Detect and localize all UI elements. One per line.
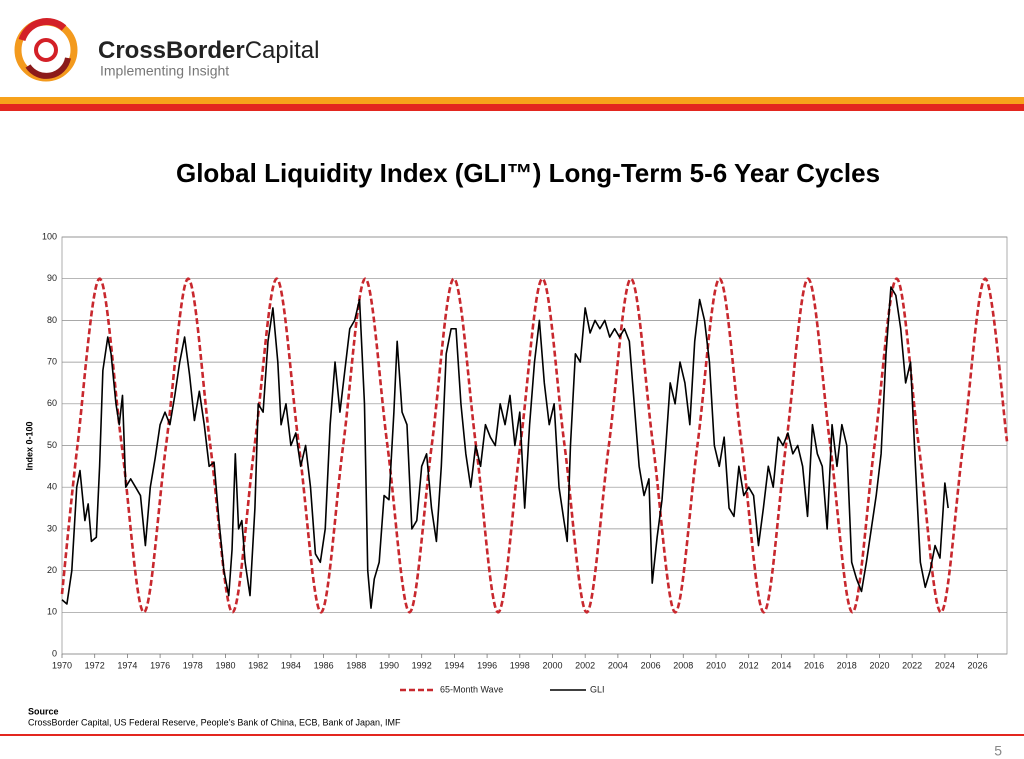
x-tick-label: 1998: [510, 660, 530, 670]
x-tick-label: 1996: [477, 660, 497, 670]
legend: 65-Month Wave GLI: [400, 684, 605, 694]
x-tick-label: 2014: [771, 660, 791, 670]
x-tick-label: 1988: [346, 660, 366, 670]
brand: CrossBorderCapital: [98, 37, 319, 64]
x-tick-label: 2020: [869, 660, 889, 670]
x-tick-label: 1970: [52, 660, 72, 670]
y-tick-label: 80: [47, 315, 57, 325]
x-tick-label: 2018: [837, 660, 857, 670]
x-tick-label: 1990: [379, 660, 399, 670]
x-tick-label: 1976: [150, 660, 170, 670]
y-axis-label: Index 0-100: [24, 421, 34, 470]
x-tick-label: 2012: [739, 660, 759, 670]
x-tick-label: 2010: [706, 660, 726, 670]
y-tick-label: 10: [47, 607, 57, 617]
x-tick-label: 2026: [968, 660, 988, 670]
x-tick-label: 2016: [804, 660, 824, 670]
series-line: [60, 277, 1009, 614]
x-tick-label: 1992: [412, 660, 432, 670]
x-tick-label: 1974: [117, 660, 137, 670]
y-tick-label: 0: [52, 648, 57, 658]
x-tick-label: 1994: [444, 660, 464, 670]
x-tick-label: 2004: [608, 660, 628, 670]
y-tick-label: 70: [47, 356, 57, 366]
legend-label: GLI: [590, 684, 605, 694]
y-tick-label: 50: [47, 440, 57, 450]
x-tick-label: 2000: [542, 660, 562, 670]
y-tick-label: 40: [47, 482, 57, 492]
x-tick-label: 2024: [935, 660, 955, 670]
source-heading: Source: [28, 706, 59, 716]
x-tick-label: 2008: [673, 660, 693, 670]
brand-bold: CrossBorder: [98, 37, 245, 64]
x-tick-label: 1980: [215, 660, 235, 670]
y-tick-label: 30: [47, 523, 57, 533]
source-text: CrossBorder Capital, US Federal Reserve,…: [28, 717, 401, 727]
footer-line: [0, 734, 1024, 736]
x-tick-label: 1978: [183, 660, 203, 670]
x-tick-label: 2006: [641, 660, 661, 670]
series-line: [61, 286, 949, 609]
legend-label: 65-Month Wave: [440, 684, 503, 694]
page-number: 5: [994, 743, 1002, 759]
chart-title: Global Liquidity Index (GLI™) Long-Term …: [176, 158, 880, 188]
y-tick-label: 90: [47, 273, 57, 283]
y-tick-label: 20: [47, 565, 57, 575]
plot-area: [60, 236, 1009, 655]
x-tick-label: 1984: [281, 660, 301, 670]
x-tick-label: 2022: [902, 660, 922, 670]
header-bar-orange: [0, 97, 1024, 104]
x-tick-label: 2002: [575, 660, 595, 670]
logo-icon: [14, 18, 78, 82]
header-bar-red: [0, 104, 1024, 111]
brand-rest: Capital: [245, 37, 320, 64]
tagline: Implementing Insight: [100, 63, 229, 79]
x-tick-label: 1972: [85, 660, 105, 670]
x-tick-label: 1986: [314, 660, 334, 670]
x-tick-label: 1982: [248, 660, 268, 670]
y-tick-label: 100: [42, 231, 57, 241]
y-tick-label: 60: [47, 398, 57, 408]
